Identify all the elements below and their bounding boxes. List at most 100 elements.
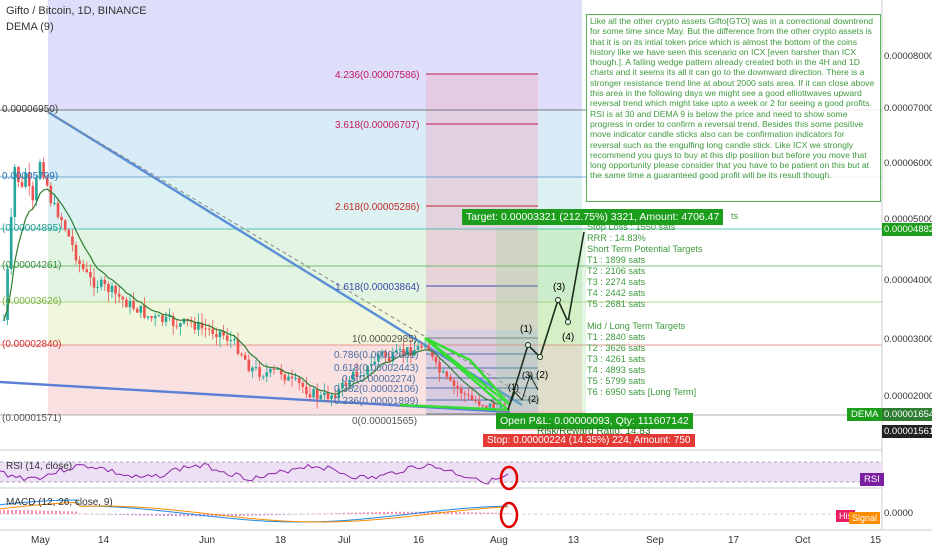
- candle-body: [135, 308, 139, 313]
- macd-hist-bar: [39, 510, 41, 514]
- candle-body: [146, 316, 150, 318]
- dema-value-badge: 0.00001654: [882, 408, 932, 421]
- rsi-band: [0, 462, 882, 482]
- candle-body: [49, 185, 53, 204]
- macd-hist-bar: [115, 514, 117, 515]
- macd-hist-bar: [35, 510, 37, 514]
- price-tick-7: 0.00007000: [884, 103, 932, 114]
- candle-body: [398, 349, 402, 351]
- macd-hist-bar: [99, 514, 101, 515]
- short-target-2: T2 : 2106 sats: [587, 266, 646, 276]
- candle-body: [438, 362, 441, 373]
- macd-hist-bar: [447, 511, 449, 514]
- rsi-legend[interactable]: RSI (14, close): [6, 461, 73, 472]
- macd-hist-bar: [479, 512, 481, 514]
- long-target-3: T3 : 4261 sats: [587, 354, 646, 364]
- macd-hist-bar: [71, 511, 73, 514]
- macd-hist-bar: [467, 512, 469, 514]
- wave-4-label: (4): [562, 332, 574, 343]
- candle-body: [481, 405, 485, 407]
- candle-body: [423, 346, 427, 348]
- macd-hist-bar: [235, 514, 237, 516]
- candle-body: [283, 374, 287, 381]
- candle-body: [279, 368, 283, 375]
- candle-body: [452, 380, 456, 386]
- candle-body: [143, 305, 146, 318]
- macd-hist-bar: [343, 512, 345, 514]
- candle-body: [197, 322, 200, 330]
- macd-hist-bar: [55, 510, 57, 514]
- macd-hist-bar: [67, 511, 69, 514]
- x-label-aug: Aug: [490, 535, 508, 546]
- candle-body: [164, 316, 168, 322]
- candle-body: [272, 368, 276, 370]
- rrr-text: RRR : 14.83%: [587, 233, 646, 243]
- macd-hist-bar: [259, 514, 261, 516]
- candle-body: [373, 361, 377, 365]
- price-tick-4: 0.00004000: [884, 275, 932, 286]
- macd-hist-bar: [275, 514, 277, 516]
- macd-hist-bar: [47, 510, 49, 514]
- candle-body: [265, 372, 269, 377]
- long-target-4: T4 : 4893 sats: [587, 365, 646, 375]
- left-label-4895: (0.00004895): [2, 223, 62, 234]
- candle-body: [60, 217, 63, 221]
- macd-hist-bar: [59, 511, 61, 514]
- candle-body: [380, 351, 384, 355]
- macd-hist-bar: [295, 514, 297, 515]
- green-wedge-line-a: [424, 337, 509, 411]
- macd-hist-bar: [283, 514, 285, 515]
- macd-highlight-circle: [499, 501, 519, 529]
- x-label-sep: Sep: [646, 535, 664, 546]
- candle-body: [391, 352, 395, 362]
- macd-hist-bar: [339, 513, 341, 514]
- left-label-4261: (0.00004261): [2, 260, 62, 271]
- short-term-title: Short Term Potential Targets: [587, 244, 703, 254]
- candle-body: [215, 334, 218, 338]
- signal-line: [0, 501, 509, 523]
- macd-hist-bar: [95, 514, 97, 515]
- macd-hist-bar: [43, 510, 45, 514]
- target-tag[interactable]: Target: 0.00003321 (212.75%) 3321, Amoun…: [462, 209, 724, 225]
- macd-hist-bar: [375, 512, 377, 514]
- price-tick-3: 0.00003000: [884, 334, 932, 345]
- macd-hist-bar: [443, 511, 445, 514]
- long-term-title: Mid / Long Term Targets: [587, 321, 686, 331]
- macd-hist-bar: [427, 511, 429, 514]
- candle-body: [488, 403, 492, 408]
- price-tick-2: 0.00002000: [884, 391, 932, 402]
- candle-body: [247, 359, 251, 372]
- candle-body: [492, 403, 495, 411]
- macd-histogram: [0, 509, 509, 517]
- symbol-title[interactable]: Gifto / Bitcoin, 1D, BINANCE: [6, 5, 147, 17]
- candle-body: [63, 220, 67, 230]
- macd-hist-bar: [307, 514, 309, 515]
- candle-body: [6, 268, 9, 320]
- short-target-4: T4 : 2442 sats: [587, 288, 646, 298]
- green-wedge-line-b: [399, 403, 511, 412]
- candle-body: [171, 316, 175, 326]
- analysis-note[interactable]: Like all the other crypto assets Gifto[G…: [586, 14, 881, 202]
- fib-0618-label: 0.618(0.00002443): [334, 363, 419, 374]
- candle-body: [85, 269, 89, 273]
- macd-hist-bar: [31, 510, 33, 514]
- candle-body: [402, 349, 405, 355]
- macd-legend[interactable]: MACD (12, 26, close, 9): [6, 497, 113, 508]
- candle-body: [153, 315, 157, 319]
- long-target-6: T6 : 6950 sats [Long Term]: [587, 387, 697, 397]
- stop-tag[interactable]: Stop: 0.00000224 (14.35%) 224, Amount: 7…: [483, 434, 695, 447]
- macd-hist-bar: [255, 514, 257, 516]
- dema-legend[interactable]: DEMA (9): [6, 21, 54, 33]
- candle-body: [56, 202, 60, 218]
- macd-hist-bar: [407, 511, 409, 514]
- x-label-15: 15: [870, 535, 882, 546]
- macd-hist-bar: [431, 511, 433, 514]
- macd-hist-bar: [87, 513, 89, 515]
- x-label-13: 13: [568, 535, 580, 546]
- candle-body: [236, 339, 240, 354]
- open-pnl-tag[interactable]: Open P&L: 0.00000093, Qty: 111607142: [496, 413, 693, 429]
- macd-hist-bar: [463, 512, 465, 514]
- candle-body: [330, 395, 333, 400]
- candle-body: [125, 299, 128, 308]
- green-wedge-lines: [424, 336, 511, 406]
